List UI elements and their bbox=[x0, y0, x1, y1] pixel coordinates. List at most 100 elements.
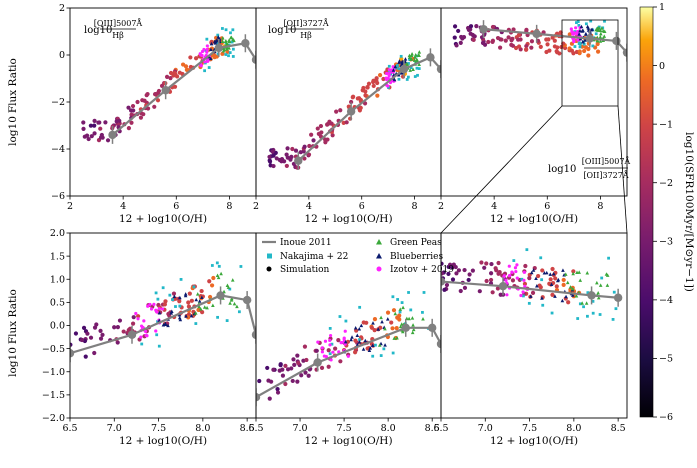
obs-point bbox=[563, 272, 568, 276]
obs-point bbox=[220, 36, 225, 40]
nakajima-point bbox=[527, 301, 531, 305]
x-tick-label: 8 bbox=[597, 201, 603, 212]
sim-point bbox=[162, 302, 168, 307]
y-tick-label: −2 bbox=[51, 97, 65, 108]
obs-point bbox=[544, 270, 549, 275]
sim-point bbox=[496, 260, 501, 266]
sim-point bbox=[115, 340, 120, 345]
obs-point bbox=[597, 26, 601, 30]
x-tick-label: 6 bbox=[173, 201, 179, 212]
obs-point bbox=[413, 55, 417, 59]
sim-point bbox=[378, 325, 383, 330]
sim-point bbox=[363, 89, 368, 94]
obs-point bbox=[166, 323, 170, 328]
x-tick-label: 6 bbox=[544, 201, 550, 212]
sim-point bbox=[377, 73, 383, 78]
sim-point bbox=[529, 39, 535, 44]
obs-point bbox=[163, 322, 168, 327]
izotov-point bbox=[155, 310, 159, 314]
x-tick-label: 4 bbox=[120, 201, 126, 212]
inoue-point bbox=[216, 291, 225, 300]
nakajima-point bbox=[231, 28, 235, 32]
sim-point bbox=[274, 156, 279, 161]
obs-point bbox=[581, 40, 585, 44]
nakajima-point bbox=[406, 75, 410, 79]
obs-point bbox=[583, 38, 587, 42]
sim-point bbox=[484, 278, 489, 284]
sim-point bbox=[561, 277, 566, 283]
obs-point bbox=[600, 26, 604, 30]
nakajima-point bbox=[215, 261, 219, 265]
inoue-point bbox=[441, 277, 446, 286]
y-tick-label: −6 bbox=[51, 191, 65, 202]
ylabel-top: log10Flux Ratio bbox=[7, 58, 19, 146]
sim-point bbox=[499, 37, 504, 42]
sim-point bbox=[349, 99, 354, 105]
izotov-point bbox=[329, 358, 333, 362]
sim-point bbox=[284, 163, 289, 169]
obs-point bbox=[531, 268, 536, 272]
sim-point bbox=[293, 148, 299, 153]
izotov-point bbox=[507, 264, 511, 268]
sim-point bbox=[88, 335, 94, 340]
sim-point bbox=[330, 133, 335, 138]
inoue-point bbox=[436, 339, 441, 349]
nakajima-point bbox=[413, 75, 417, 78]
izotov-point bbox=[570, 30, 574, 34]
svg-text:[OIII]5007Å: [OIII]5007Å bbox=[94, 19, 143, 28]
izotov-point bbox=[143, 329, 148, 333]
obs-point bbox=[529, 270, 534, 275]
x-tick-label: 7.0 bbox=[292, 423, 307, 434]
sim-point bbox=[555, 50, 560, 55]
sim-point bbox=[459, 34, 464, 40]
sim-point bbox=[315, 126, 320, 131]
legend-item: Nakajima + 22 bbox=[267, 252, 348, 262]
obs-point bbox=[385, 317, 390, 321]
sim-point bbox=[131, 108, 136, 113]
inoue-line bbox=[441, 280, 619, 299]
obs-point bbox=[564, 294, 568, 299]
izotov-point bbox=[388, 71, 392, 75]
inoue-point bbox=[242, 295, 252, 305]
sim-point bbox=[311, 138, 316, 143]
x-tick-label: 8.5 bbox=[611, 423, 626, 434]
izotov-point bbox=[206, 59, 210, 63]
obs-point bbox=[225, 45, 230, 50]
izotov-point bbox=[154, 329, 158, 333]
sim-point bbox=[372, 317, 378, 322]
panel-top-right: 2 4 6 8 12 + log10(O/H) bbox=[438, 7, 628, 225]
sim-point bbox=[497, 270, 502, 275]
sim-point bbox=[495, 35, 501, 41]
sim-point bbox=[290, 378, 295, 384]
sim-point bbox=[364, 320, 369, 325]
obs-point bbox=[193, 311, 198, 315]
sim-point bbox=[441, 271, 445, 276]
izotov-point bbox=[324, 355, 329, 359]
izotov-point bbox=[205, 44, 209, 48]
sim-point bbox=[467, 272, 472, 277]
obs-point bbox=[580, 28, 585, 33]
svg-text:log10: log10 bbox=[548, 164, 576, 175]
obs-point bbox=[383, 343, 387, 347]
izotov-point bbox=[384, 77, 389, 82]
sim-point bbox=[309, 132, 314, 137]
x-tick-label: 6.5 bbox=[248, 423, 263, 434]
obs-point bbox=[178, 317, 183, 322]
inoue-point bbox=[214, 43, 223, 53]
sim-point bbox=[490, 24, 496, 30]
sim-point bbox=[189, 298, 194, 303]
inoue-line bbox=[256, 326, 441, 399]
sim-point bbox=[130, 321, 136, 326]
nakajima-point bbox=[550, 311, 554, 315]
sim-point bbox=[168, 70, 174, 76]
sim-point bbox=[156, 88, 162, 94]
obs-point bbox=[200, 295, 204, 299]
sim-point bbox=[275, 387, 280, 392]
nakajima-point bbox=[224, 28, 228, 32]
sim-point bbox=[126, 125, 132, 131]
sim-point bbox=[270, 149, 275, 154]
obs-point bbox=[535, 284, 539, 288]
nakajima-point bbox=[584, 22, 588, 26]
nakajima-point bbox=[525, 248, 529, 252]
